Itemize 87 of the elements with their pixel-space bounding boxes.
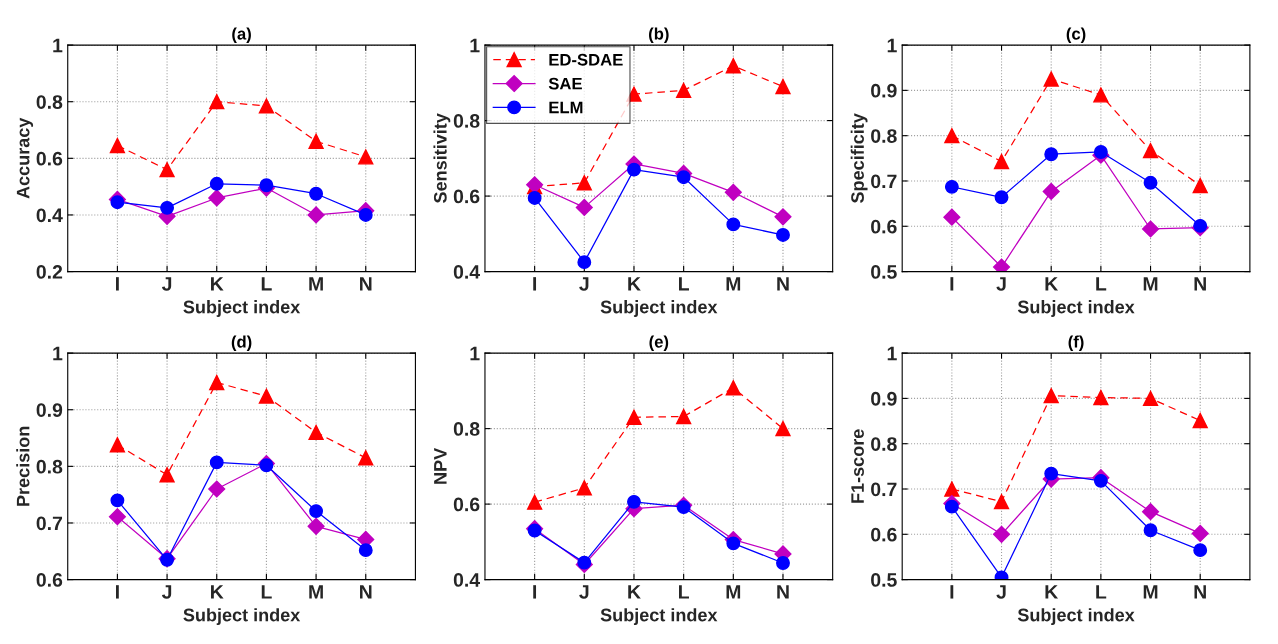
legend-label: ELM (549, 101, 583, 114)
y-axis-title: Precision (16, 426, 30, 506)
x-tick-label: N (360, 585, 372, 599)
x-tick-label: K (211, 585, 224, 599)
chart-title: (a) (232, 27, 251, 43)
y-tick-label: 0.6 (871, 219, 897, 234)
x-tick-label: M (726, 585, 741, 599)
chart-title: (b) (649, 27, 669, 43)
y-tick-label: 1 (470, 38, 480, 53)
y-tick-label: 0.8 (36, 459, 63, 474)
y-tick-label: 0.9 (871, 83, 897, 98)
x-tick-label: I (950, 585, 954, 599)
x-tick-label: I (116, 277, 119, 291)
y-tick-label: 0.4 (453, 265, 480, 279)
x-axis-title: Subject index (600, 300, 718, 317)
y-tick-label: 0.8 (453, 114, 480, 128)
y-tick-label: 0.9 (36, 403, 63, 417)
y-tick-label: 0.6 (453, 189, 480, 204)
x-tick-label: N (777, 277, 789, 291)
x-tick-label: J (996, 585, 1006, 599)
x-tick-label: J (996, 277, 1006, 291)
y-tick-label: 0.6 (871, 527, 897, 542)
y-tick-label: 1 (53, 38, 63, 53)
y-tick-label: 0.4 (453, 573, 480, 587)
legend-label: ED-SDAE (549, 53, 623, 66)
x-tick-label: N (360, 277, 372, 291)
x-tick-label: M (309, 277, 323, 291)
x-tick-label: K (628, 585, 641, 599)
y-axis-title: Specificity (850, 113, 868, 203)
x-axis-title: Subject index (183, 608, 301, 625)
x-tick-label: I (533, 277, 537, 291)
chart-title: (f) (1068, 335, 1084, 352)
y-tick-label: 0.8 (871, 437, 897, 451)
y-tick-label: 0.6 (453, 497, 480, 512)
x-axis-title: Subject index (1017, 608, 1135, 625)
y-axis-title: Sensitivity (433, 113, 451, 203)
x-tick-label: J (161, 277, 172, 291)
y-tick-label: 0.5 (871, 573, 897, 587)
y-tick-label: 1 (887, 346, 897, 361)
x-tick-label: L (1096, 585, 1107, 599)
x-tick-label: L (261, 585, 272, 599)
x-tick-label: L (679, 585, 689, 599)
x-tick-label: I (533, 585, 537, 599)
y-tick-label: 0.7 (871, 482, 897, 497)
x-tick-label: K (1045, 277, 1059, 291)
x-axis-title: Subject index (600, 608, 718, 625)
x-tick-label: I (116, 585, 119, 599)
y-tick-label: 0.5 (871, 265, 897, 279)
x-tick-label: N (1194, 585, 1206, 599)
x-tick-label: K (628, 277, 641, 291)
x-tick-label: I (950, 277, 954, 291)
chart-title: (e) (649, 335, 669, 352)
y-tick-label: 1 (53, 346, 63, 361)
y-tick-label: 0.9 (871, 391, 897, 406)
y-tick-label: 0.6 (36, 573, 63, 587)
y-tick-label: 0.6 (36, 151, 63, 166)
legend-label: SAE (548, 77, 582, 90)
x-tick-label: K (1045, 585, 1059, 599)
y-tick-label: 1 (470, 346, 480, 361)
x-tick-label: M (726, 277, 741, 291)
x-tick-label: L (261, 277, 272, 291)
x-tick-label: J (579, 585, 589, 599)
y-tick-label: 0.2 (36, 265, 63, 279)
x-tick-label: M (1143, 585, 1158, 599)
x-tick-label: L (1096, 277, 1107, 291)
x-tick-label: J (161, 585, 172, 599)
y-tick-label: 0.7 (871, 174, 897, 189)
y-tick-label: 1 (887, 38, 897, 53)
x-tick-label: J (579, 277, 589, 291)
x-tick-label: N (1194, 277, 1206, 291)
x-axis-title: Subject index (1017, 300, 1135, 317)
x-tick-label: K (211, 277, 224, 291)
y-axis-title: Accuracy (16, 117, 34, 199)
x-tick-label: M (1143, 277, 1158, 291)
y-axis-title: NPV (434, 447, 447, 484)
y-tick-label: 0.8 (871, 129, 897, 143)
y-tick-label: 0.8 (453, 422, 480, 436)
x-tick-label: N (777, 585, 789, 599)
x-axis-title: Subject index (183, 300, 301, 317)
y-tick-label: 0.7 (36, 516, 63, 531)
y-tick-label: 0.4 (36, 208, 63, 223)
y-tick-label: 0.8 (36, 95, 63, 109)
chart-title: (d) (231, 335, 252, 352)
chart-title: (c) (1066, 27, 1086, 43)
x-tick-label: M (309, 585, 323, 599)
x-tick-label: L (679, 277, 689, 291)
y-axis-title: F1-score (851, 429, 864, 503)
